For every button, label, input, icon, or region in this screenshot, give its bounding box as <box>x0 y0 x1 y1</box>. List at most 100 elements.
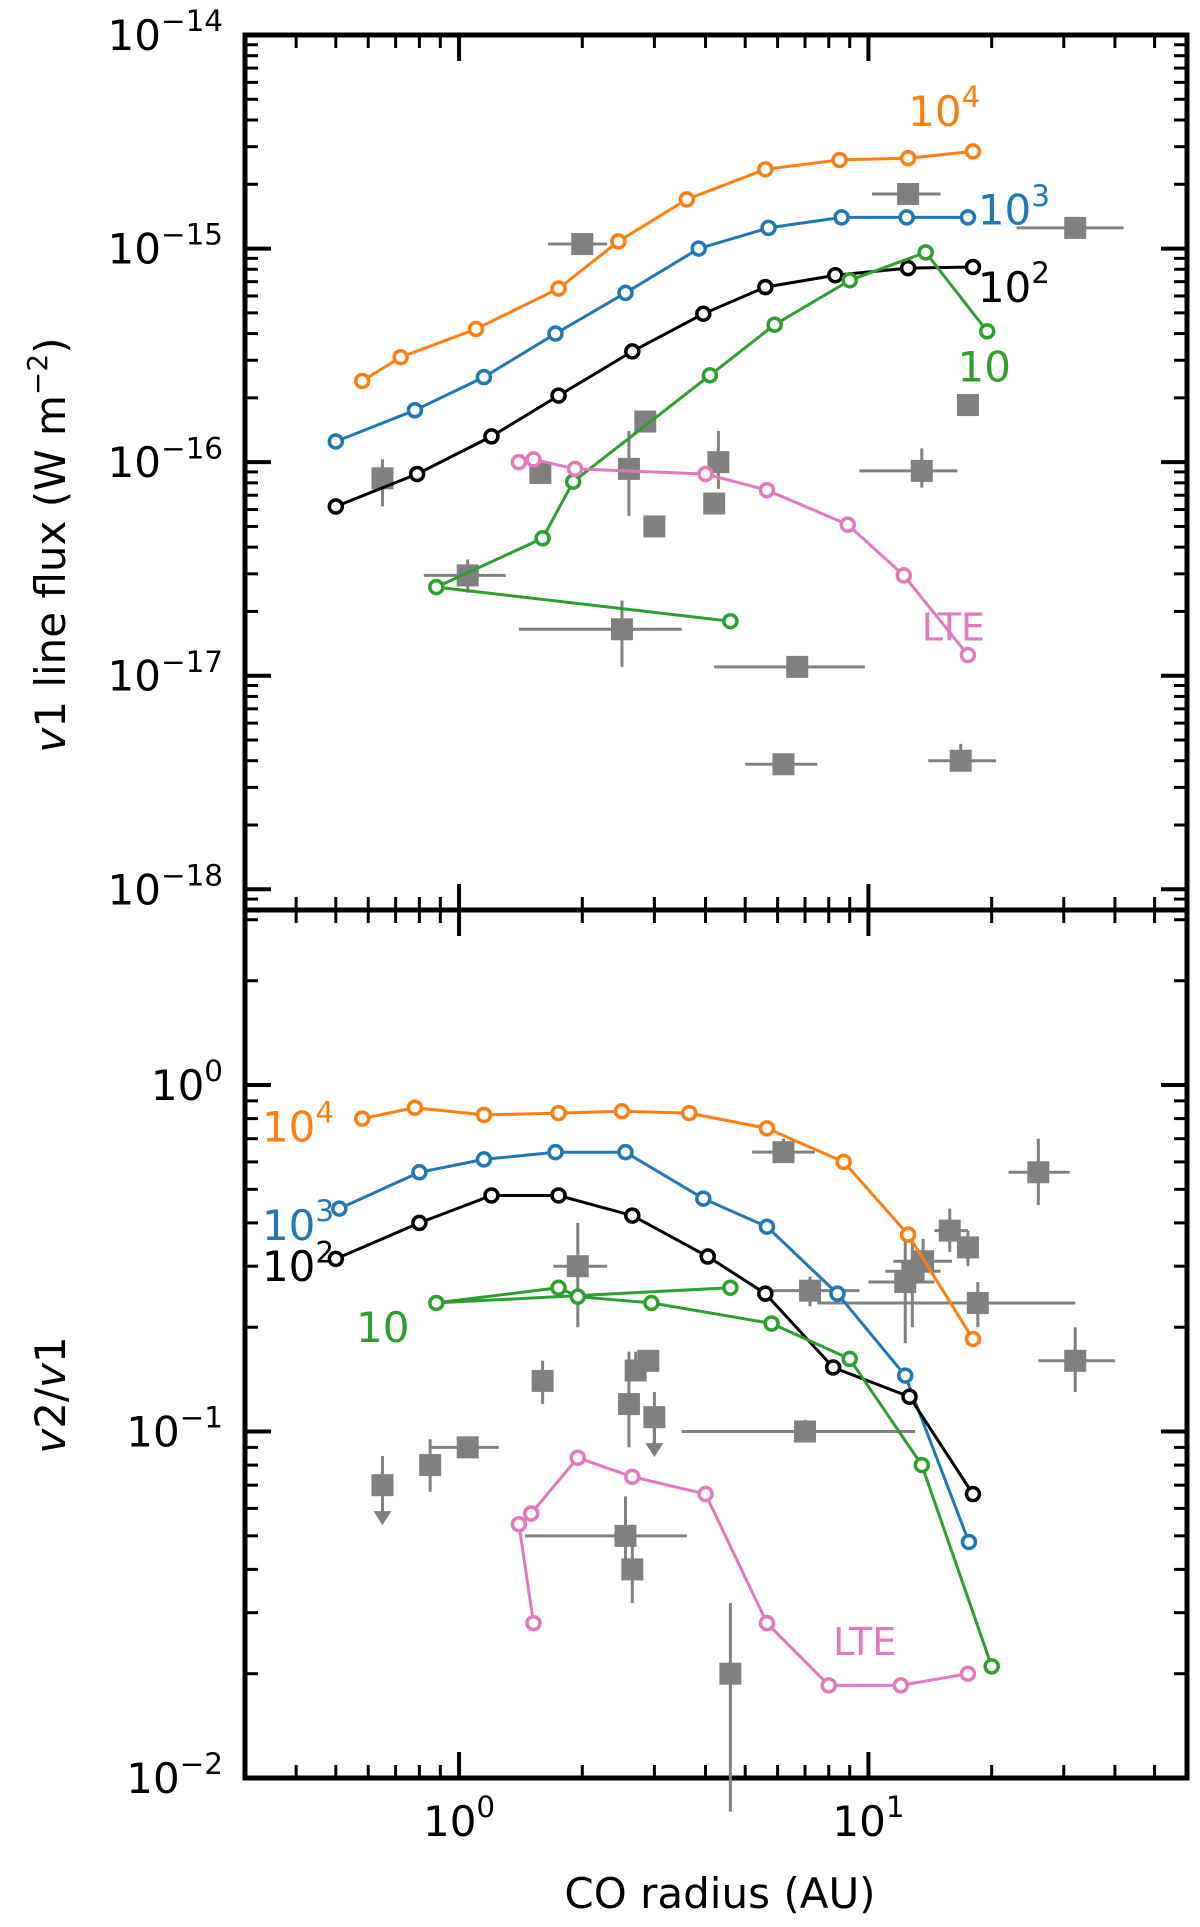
top-y-axis-title-close: ) <box>26 337 75 353</box>
series-line <box>335 215 968 443</box>
series-point <box>758 1120 776 1137</box>
top-y-axis-title-sup: −2 <box>21 354 54 395</box>
series-point <box>522 1505 540 1522</box>
series-point <box>959 646 977 664</box>
series-point <box>566 460 584 478</box>
series-point <box>428 1294 445 1312</box>
series-label-base: 10 <box>978 263 1031 312</box>
top-panel-ytick-label-1: 10−17 <box>108 645 223 701</box>
observation-marker <box>707 451 730 474</box>
top-panel-observation-14 <box>928 743 997 772</box>
observation-marker <box>949 749 972 772</box>
series-point <box>699 1248 716 1265</box>
observation-marker <box>794 1420 817 1443</box>
x-axis-title: CO radius (AU) <box>564 1869 875 1918</box>
series-point <box>896 1367 914 1384</box>
series-point <box>564 473 582 490</box>
series-line <box>335 1194 975 1495</box>
series-point <box>964 143 982 160</box>
series-point <box>892 1677 910 1694</box>
bottom-panel-observation-12 <box>752 1138 815 1164</box>
series-point <box>475 1151 493 1168</box>
series-label: 102 <box>262 1235 334 1291</box>
series-point <box>722 1279 739 1296</box>
bottom-y-axis-title: v2/v1 <box>26 1336 75 1453</box>
observation-marker <box>371 467 394 490</box>
observation-marker <box>621 1558 644 1581</box>
bottom-panel-xtick-label-1-exp: 1 <box>886 1790 905 1824</box>
series-point <box>899 259 917 277</box>
top-panel-ytick-label-1-base: 10 <box>108 652 161 701</box>
observation-marker <box>703 492 726 515</box>
bottom-panel-xtick-label-0-base: 10 <box>423 1797 476 1846</box>
series-point <box>964 1485 982 1503</box>
series-label-exp: 3 <box>315 1194 334 1228</box>
series-point <box>833 209 850 226</box>
top-panel-observation-4 <box>518 600 682 667</box>
series-label: 104 <box>262 1095 334 1151</box>
series-label-exp: 2 <box>1031 256 1050 290</box>
series-line <box>436 1286 994 1667</box>
bottom-panel-observation-2 <box>430 1436 499 1459</box>
series-point <box>959 1665 977 1682</box>
bottom-panel-observation-22 <box>1038 1327 1115 1393</box>
series-point <box>547 1143 564 1161</box>
series-point <box>983 1658 1000 1675</box>
series-point <box>411 1214 428 1232</box>
top-panel-ytick-label-4-base: 10 <box>108 11 161 60</box>
series-point <box>550 1279 567 1296</box>
series-point <box>483 1187 500 1204</box>
bottom-panel-ytick-label-1-base: 10 <box>126 1408 179 1457</box>
series-label: 103 <box>978 179 1050 235</box>
series-line <box>517 1455 969 1687</box>
series-point <box>680 1104 698 1122</box>
top-panel-ytick-label-0: 10−18 <box>108 858 223 914</box>
series-point <box>901 1388 918 1405</box>
series-line <box>361 149 974 383</box>
series-point <box>895 567 913 584</box>
top-panel-ytick-label-2-exp: −16 <box>161 431 223 465</box>
series-point <box>617 1143 634 1161</box>
series-point <box>428 578 445 596</box>
bottom-panel-ytick-label-1: 10−1 <box>126 1401 223 1457</box>
series-label-base: 10 <box>908 87 961 136</box>
observation-marker <box>617 1393 640 1416</box>
series-point <box>766 316 783 333</box>
series-point <box>757 1285 774 1302</box>
series-line <box>361 1106 975 1340</box>
series-point <box>829 1285 846 1302</box>
series-point <box>690 240 707 257</box>
top-panel-ytick-label-2: 10−16 <box>108 431 223 487</box>
bottom-panel-xtick-label-0: 100 <box>423 1790 495 1846</box>
series-point <box>831 151 848 169</box>
bottom-panel-xtick-label-1-base: 10 <box>832 1797 885 1846</box>
bottom-panel-ytick-label-0-exp: −2 <box>180 1747 223 1781</box>
observation-marker <box>786 655 809 678</box>
observation-marker <box>617 457 640 480</box>
series-label-exp: 4 <box>315 1095 334 1129</box>
series-point <box>839 516 856 533</box>
series-label: LTE <box>922 605 985 649</box>
series-point <box>550 387 567 404</box>
series-point <box>483 428 500 445</box>
bottom-y-axis-title-v: v <box>26 1428 75 1454</box>
series-label: 102 <box>978 256 1050 312</box>
bottom-panel-xtick-label-1: 101 <box>832 1790 904 1846</box>
bottom-panel-series-0: 104 <box>262 1095 982 1348</box>
bottom-panel-observation-18 <box>934 1208 968 1252</box>
series-point <box>758 1218 776 1235</box>
series-point <box>569 1449 587 1466</box>
series-point <box>392 348 409 366</box>
series-label: LTE <box>833 1620 896 1664</box>
series-label: 10 <box>957 343 1010 392</box>
observation-marker <box>897 183 920 206</box>
series-point <box>550 1187 567 1204</box>
top-panel-observation-10 <box>745 753 818 776</box>
bottom-panel-observation-19 <box>956 1230 979 1267</box>
series-label: 103 <box>262 1194 334 1250</box>
series-point <box>525 451 542 468</box>
series-point <box>960 1533 978 1551</box>
series-point <box>898 209 915 226</box>
series-point <box>327 433 345 450</box>
series-point <box>678 191 696 208</box>
